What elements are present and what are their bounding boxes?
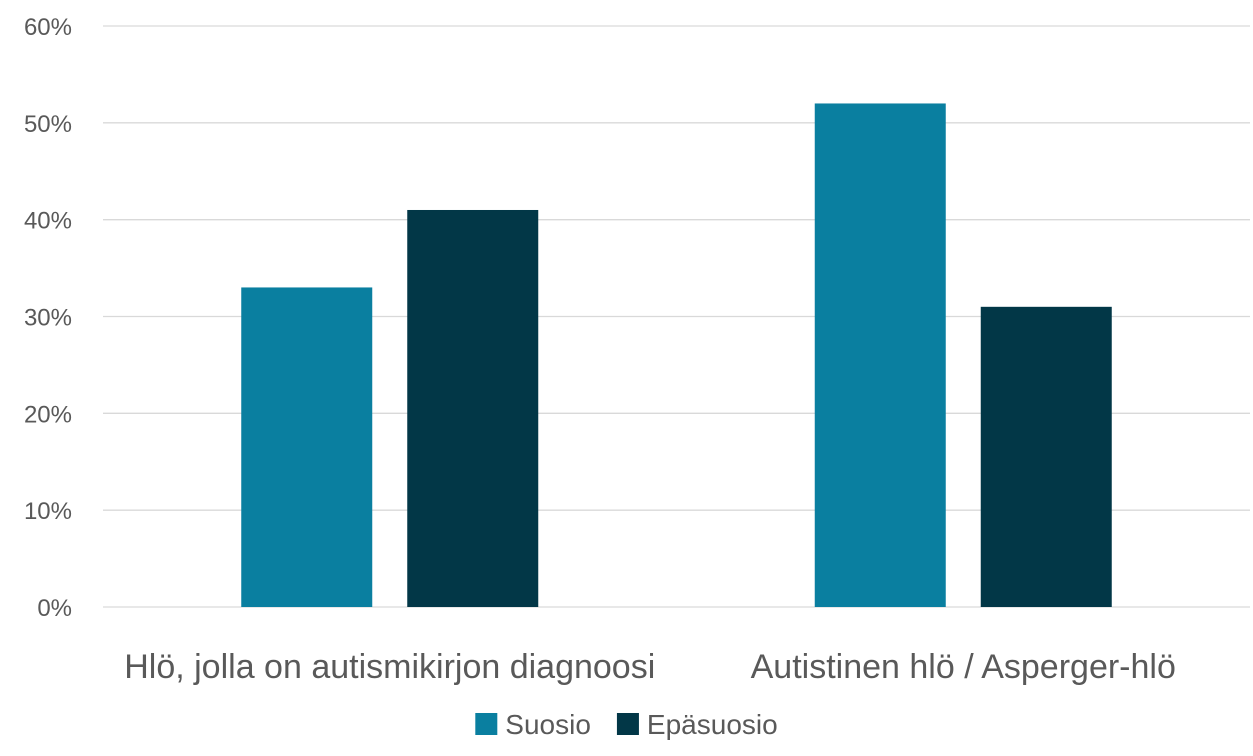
- y-tick-label: 40%: [24, 208, 72, 235]
- legend: Suosio Epäsuosio: [475, 709, 778, 740]
- y-tick-label: 50%: [24, 111, 72, 138]
- y-tick-label: 60%: [24, 14, 72, 41]
- bar-epäsuosio: [407, 209, 539, 607]
- bar-suosio: [814, 103, 946, 607]
- y-tick-label: 30%: [24, 305, 72, 332]
- y-tick-label: 20%: [24, 401, 72, 428]
- bar-suosio: [241, 287, 373, 607]
- legend-swatch-epäsuosio: [616, 713, 639, 735]
- x-category-label: Hlö, jolla on autismikirjon diagnoosi: [124, 648, 655, 686]
- bar-epäsuosio: [980, 306, 1112, 607]
- legend-label: Suosio: [505, 709, 591, 740]
- legend-swatch-suosio: [475, 713, 498, 735]
- y-tick-label: 10%: [24, 498, 72, 525]
- y-tick-label: 0%: [37, 595, 72, 622]
- x-category-label: Autistinen hlö / Asperger-hlö: [751, 648, 1176, 686]
- legend-label: Epäsuosio: [647, 709, 778, 740]
- x-axis-category-labels: Hlö, jolla on autismikirjon diagnoosi Aut…: [124, 648, 1176, 686]
- bars: [241, 103, 1112, 607]
- y-axis-tick-labels: 0% 10% 20% 30% 40% 50% 60%: [24, 14, 72, 622]
